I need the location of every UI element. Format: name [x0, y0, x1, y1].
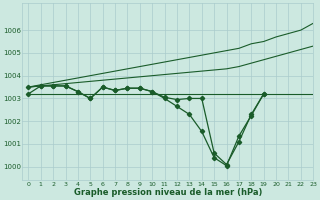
X-axis label: Graphe pression niveau de la mer (hPa): Graphe pression niveau de la mer (hPa) [74, 188, 262, 197]
